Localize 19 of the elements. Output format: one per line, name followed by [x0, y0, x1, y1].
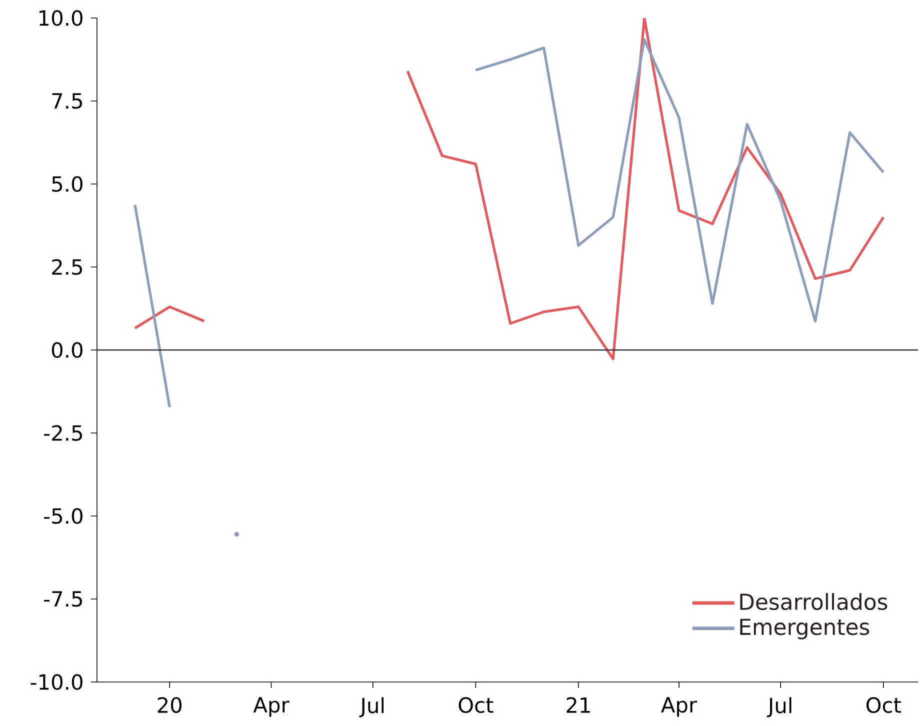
- x-tick-label: Jul: [359, 697, 384, 718]
- x-tick-label: Oct: [866, 697, 901, 713]
- y-tick-label: -10.0: [30, 674, 82, 690]
- legend-label: Emergentes: [740, 618, 870, 640]
- y-tick-label: 2.5: [52, 259, 82, 275]
- y-tick-label: 5.0: [52, 176, 82, 192]
- y-tick-label: 10.0: [40, 10, 82, 26]
- y-tick-label: -5.0: [44, 508, 82, 524]
- y-tick-label: -7.5: [44, 591, 82, 607]
- y-tick-label: -2.5: [44, 425, 82, 441]
- y-tick-label: 0.0: [52, 342, 82, 358]
- x-tick-label: Jul: [766, 697, 792, 718]
- x-tick-label: Oct: [458, 697, 494, 713]
- x-tick-label: Apr: [253, 697, 290, 717]
- legend-label: Desarrollados: [740, 593, 888, 610]
- x-tick-label: 20: [158, 697, 182, 713]
- x-tick-label: Apr: [661, 697, 698, 717]
- y-tick-label: 7.5: [52, 93, 82, 109]
- x-tick-label: 21: [566, 697, 590, 713]
